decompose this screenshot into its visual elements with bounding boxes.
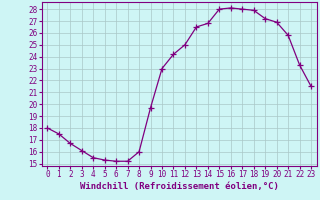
X-axis label: Windchill (Refroidissement éolien,°C): Windchill (Refroidissement éolien,°C) <box>80 182 279 191</box>
